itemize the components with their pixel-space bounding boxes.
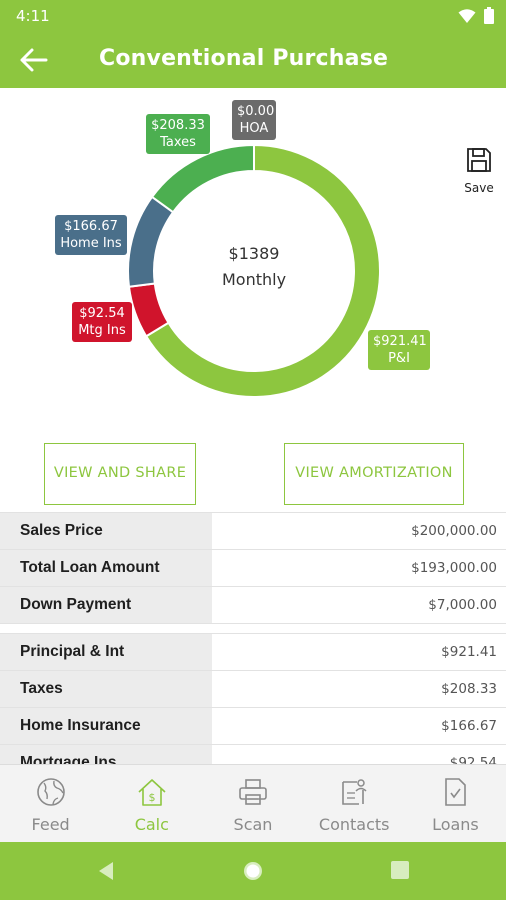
row-value: $92.54 [449,755,497,764]
table-row: Mortgage Ins $92.54 [0,744,506,764]
row-label: Principal & Int [0,634,212,670]
donut-slice-home-ins [127,195,175,288]
tag-pi: $921.41 P&I [368,330,430,370]
tag-home-ins-label: Home Ins [60,236,122,251]
table-row: Principal & Int $921.41 [0,633,506,670]
donut-chart [127,143,381,398]
app-bar: Conventional Purchase [0,32,506,88]
nav-feed[interactable]: Feed [0,765,101,842]
printer-icon [239,779,267,805]
table-row: Down Payment $7,000.00 [0,586,506,623]
row-label: Down Payment [0,587,212,623]
nav-label: Calc [134,815,169,834]
tag-mtg-ins-label: Mtg Ins [78,323,126,338]
loan-details-table[interactable]: Sales Price $200,000.00 Total Loan Amoun… [0,512,506,764]
tag-mtg-ins: $92.54 Mtg Ins [72,302,132,342]
house-dollar-icon: $ [138,779,166,806]
tag-pi-value: $921.41 [373,334,427,349]
row-label: Taxes [0,671,212,707]
arrow-left-icon[interactable] [18,46,50,74]
status-bar: 4:11 [0,0,506,32]
contacts-icon [342,779,367,805]
center-amount: $1389 [228,244,280,263]
row-value: $208.33 [441,681,497,697]
tag-taxes-label: Taxes [160,135,196,150]
recents-square-icon[interactable] [390,860,410,880]
tag-hoa-value: $0.00 [237,104,275,119]
table-row: Home Insurance $166.67 [0,707,506,744]
group-divider [0,623,506,633]
svg-text:$: $ [148,791,155,804]
center-label: Monthly [221,270,287,289]
view-amortization-button[interactable]: VIEW AMORTIZATION [284,443,464,505]
row-label: Mortgage Ins [0,745,212,764]
wifi-icon [458,8,476,23]
tag-taxes-value: $208.33 [151,118,205,133]
nav-label: Contacts [318,815,390,834]
status-time: 4:11 [16,7,50,25]
row-value: $193,000.00 [411,560,497,576]
nav-calc[interactable]: $ Calc [101,765,202,842]
table-row: Total Loan Amount $193,000.00 [0,549,506,586]
payment-chart: $1389 Monthly $0.00 HOA $208.33 Taxes $1… [0,88,506,434]
battery-icon [484,7,494,24]
globe-icon [36,778,65,806]
row-value: $200,000.00 [411,523,497,539]
row-value: $166.67 [441,718,497,734]
donut-slice-p-i [144,143,381,398]
system-nav-bar [0,842,506,900]
page-title: Conventional Purchase [99,46,389,71]
row-value: $7,000.00 [428,597,497,613]
tag-hoa: $0.00 HOA [232,100,276,140]
nav-loans[interactable]: Loans [405,765,506,842]
tag-pi-label: P&I [388,351,410,366]
tag-home-ins-value: $166.67 [64,219,118,234]
nav-label: Loans [432,815,479,834]
row-label: Home Insurance [0,708,212,744]
nav-contacts[interactable]: Contacts [304,765,405,842]
save-button[interactable]: Save [460,146,498,195]
back-triangle-icon[interactable] [96,860,116,882]
tag-hoa-label: HOA [239,121,269,136]
nav-label: Scan [233,815,273,834]
home-circle-icon[interactable] [242,860,264,882]
tag-taxes: $208.33 Taxes [146,114,210,154]
tag-mtg-ins-value: $92.54 [79,306,125,321]
document-check-icon [445,778,467,806]
row-label: Total Loan Amount [0,550,212,586]
tag-home-ins: $166.67 Home Ins [55,215,127,255]
bottom-nav: Feed $ Calc Scan Contacts Loan [0,764,506,842]
nav-label: Feed [31,815,70,834]
nav-scan[interactable]: Scan [202,765,303,842]
save-icon [467,148,491,172]
view-and-share-button[interactable]: VIEW AND SHARE [44,443,196,505]
donut-slice-taxes [150,143,255,214]
table-row: Taxes $208.33 [0,670,506,707]
row-label: Sales Price [0,513,212,549]
table-row: Sales Price $200,000.00 [0,512,506,549]
row-value: $921.41 [441,644,497,660]
save-label: Save [464,181,494,195]
